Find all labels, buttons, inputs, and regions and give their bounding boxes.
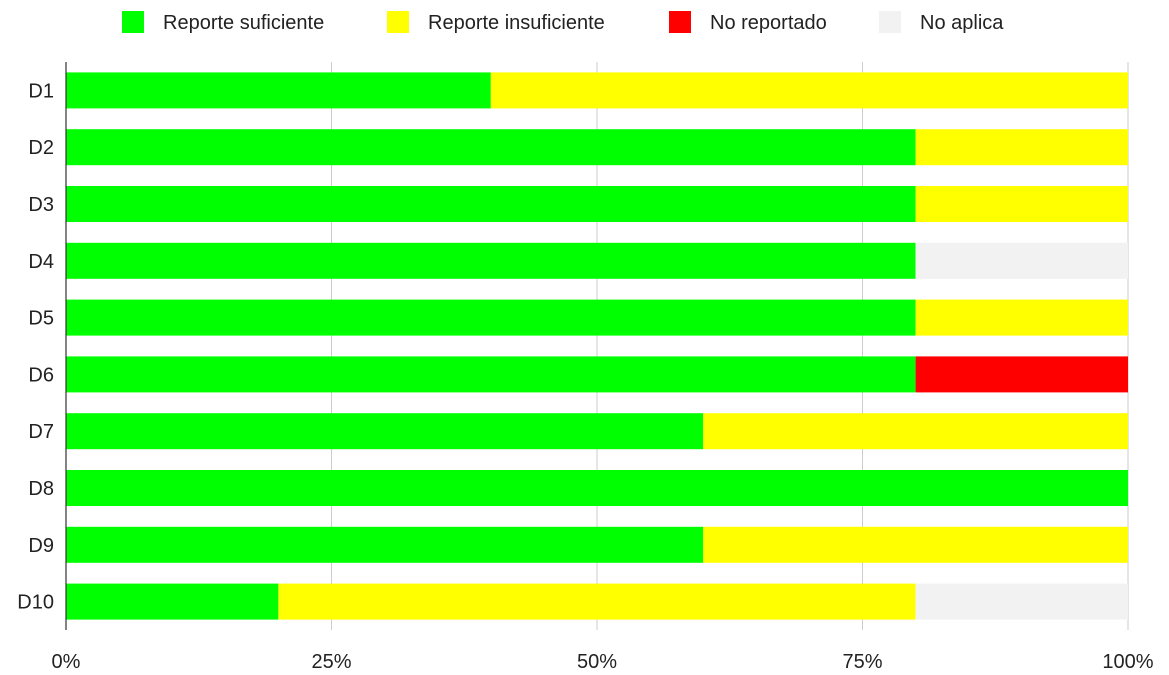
bar-d7-series-2 — [703, 413, 1128, 450]
y-tick-label: D6 — [28, 364, 54, 386]
bar-d6-series-1 — [66, 356, 916, 393]
y-axis-labels: D1 D2 D3 D4 D5 D6 D7 D8 D9 D10 — [17, 80, 54, 613]
legend-swatch — [669, 11, 691, 33]
x-tick-label: 100% — [1102, 651, 1153, 673]
bar-d3-series-2 — [915, 186, 1128, 222]
chart-legend: Reporte suficiente Reporte insuficiente No… — [122, 11, 1004, 34]
bar-d4-series-4 — [915, 242, 1128, 279]
legend-swatch — [122, 11, 144, 33]
legend-label: No reportado — [710, 12, 827, 34]
x-tick-label: 0% — [52, 651, 81, 673]
bar-d1-series-1 — [66, 72, 491, 109]
y-tick-label: D9 — [28, 535, 54, 557]
bar-d9-series-2 — [703, 526, 1128, 563]
bar-d5-series-1 — [66, 299, 916, 336]
bar-d9-series-1 — [66, 526, 704, 563]
y-tick-label: D7 — [28, 421, 54, 443]
bar-d2-series-1 — [66, 129, 916, 166]
bar-d8-series-1 — [66, 470, 1128, 506]
bar-d10-series-4 — [915, 583, 1128, 620]
legend-item: Reporte suficiente — [122, 11, 324, 34]
y-tick-label: D4 — [28, 251, 54, 273]
y-tick-label: D3 — [28, 194, 54, 216]
x-tick-label: 75% — [842, 651, 882, 673]
legend-item: Reporte insuficiente — [387, 11, 605, 34]
legend-label: Reporte suficiente — [163, 12, 324, 34]
y-tick-label: D10 — [17, 592, 54, 614]
bars — [66, 72, 1128, 620]
legend-item: No reportado — [669, 11, 827, 34]
bar-d10-series-1 — [66, 583, 279, 620]
legend-label: Reporte insuficiente — [428, 12, 605, 34]
x-axis-labels: 0% 25% 50% 75% 100% — [52, 651, 1154, 673]
bar-d10-series-2 — [278, 583, 916, 620]
legend-label: No aplica — [920, 12, 1004, 34]
y-tick-label: D2 — [28, 137, 54, 159]
y-tick-label: D1 — [28, 80, 54, 102]
legend-swatch — [879, 11, 901, 33]
bar-d7-series-1 — [66, 413, 704, 450]
legend-item: No aplica — [879, 11, 1004, 34]
bar-d5-series-2 — [915, 299, 1128, 336]
bar-d3-series-1 — [66, 186, 916, 222]
bar-d1-series-2 — [490, 72, 1128, 109]
x-tick-label: 25% — [311, 651, 351, 673]
bar-d2-series-2 — [915, 129, 1128, 166]
legend-swatch — [387, 11, 409, 33]
bar-d6-series-3 — [915, 356, 1128, 393]
y-tick-label: D8 — [28, 478, 54, 500]
y-tick-label: D5 — [28, 308, 54, 330]
bar-d4-series-1 — [66, 242, 916, 279]
x-tick-label: 50% — [577, 651, 617, 673]
